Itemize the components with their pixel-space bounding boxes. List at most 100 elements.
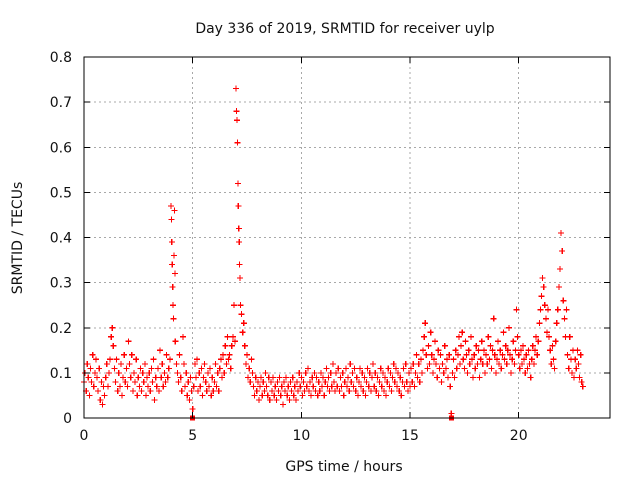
data-point (515, 351, 522, 358)
data-point (204, 369, 211, 376)
y-tick-label: 0.8 (50, 50, 72, 66)
data-point (229, 333, 236, 340)
data-point (345, 374, 352, 381)
data-point (311, 369, 318, 376)
data-point (545, 306, 552, 313)
data-point (220, 351, 227, 358)
data-point (530, 360, 537, 367)
data-point (566, 333, 573, 340)
data-point (201, 360, 208, 367)
data-point (211, 378, 218, 385)
data-point (146, 369, 153, 376)
data-point (547, 347, 554, 354)
data-point (372, 369, 379, 376)
data-point (101, 392, 108, 399)
data-point (289, 374, 296, 381)
data-point (489, 347, 496, 354)
data-point (236, 261, 243, 268)
data-point (328, 383, 335, 390)
data-point (393, 383, 400, 390)
data-point (368, 374, 375, 381)
data-point (242, 360, 249, 367)
data-point (227, 365, 234, 372)
data-point (430, 356, 437, 363)
data-point (209, 374, 216, 381)
data-point (259, 392, 266, 399)
data-point (428, 351, 435, 358)
data-point (421, 333, 428, 340)
data-point (237, 275, 244, 282)
data-point (96, 365, 103, 372)
data-point (338, 383, 345, 390)
data-point (252, 374, 259, 381)
data-point (461, 365, 468, 372)
data-point (499, 351, 506, 358)
data-point (351, 365, 358, 372)
data-point (124, 383, 131, 390)
data-point (186, 396, 193, 403)
data-point (160, 383, 167, 390)
data-point (391, 378, 398, 385)
data-point (485, 333, 492, 340)
data-point (264, 392, 271, 399)
data-point (112, 378, 119, 385)
data-point (434, 374, 441, 381)
data-point (230, 302, 237, 309)
data-point (190, 383, 197, 390)
data-point (538, 293, 545, 300)
data-point (458, 342, 465, 349)
data-point (214, 369, 221, 376)
data-point (564, 351, 571, 358)
data-point (357, 365, 364, 372)
data-point (495, 338, 502, 345)
x-tick-label: 10 (292, 428, 310, 444)
data-point (271, 392, 278, 399)
y-tick-label: 0.5 (50, 185, 72, 201)
data-point (115, 369, 122, 376)
data-point (510, 338, 517, 345)
data-point (157, 347, 164, 354)
data-point (304, 365, 311, 372)
data-point (120, 374, 127, 381)
data-point (273, 396, 280, 403)
data-point (107, 356, 114, 363)
data-point (250, 383, 257, 390)
data-point (226, 351, 233, 358)
data-point (543, 329, 550, 336)
data-point (559, 248, 566, 255)
data-point (316, 387, 323, 394)
data-point (90, 383, 97, 390)
data-point (378, 383, 385, 390)
data-point (196, 369, 203, 376)
data-point (188, 387, 195, 394)
data-point (290, 392, 297, 399)
data-point (251, 392, 258, 399)
data-point (179, 333, 186, 340)
data-point (379, 369, 386, 376)
data-point (95, 387, 102, 394)
data-point (426, 360, 433, 367)
data-point (189, 405, 196, 412)
data-point (169, 284, 176, 291)
data-point (155, 387, 162, 394)
data-point (291, 383, 298, 390)
data-point (360, 387, 367, 394)
data-point (445, 374, 452, 381)
data-point (350, 383, 357, 390)
data-point (175, 378, 182, 385)
data-point (464, 369, 471, 376)
data-point (340, 392, 347, 399)
data-point (374, 374, 381, 381)
data-point (127, 374, 134, 381)
data-point (441, 342, 448, 349)
y-tick-label: 0.1 (50, 366, 72, 382)
data-point (144, 374, 151, 381)
data-point (238, 311, 245, 318)
data-point (136, 383, 143, 390)
data-point (574, 347, 581, 354)
data-point (234, 117, 241, 124)
data-point (147, 387, 154, 394)
data-point (395, 369, 402, 376)
